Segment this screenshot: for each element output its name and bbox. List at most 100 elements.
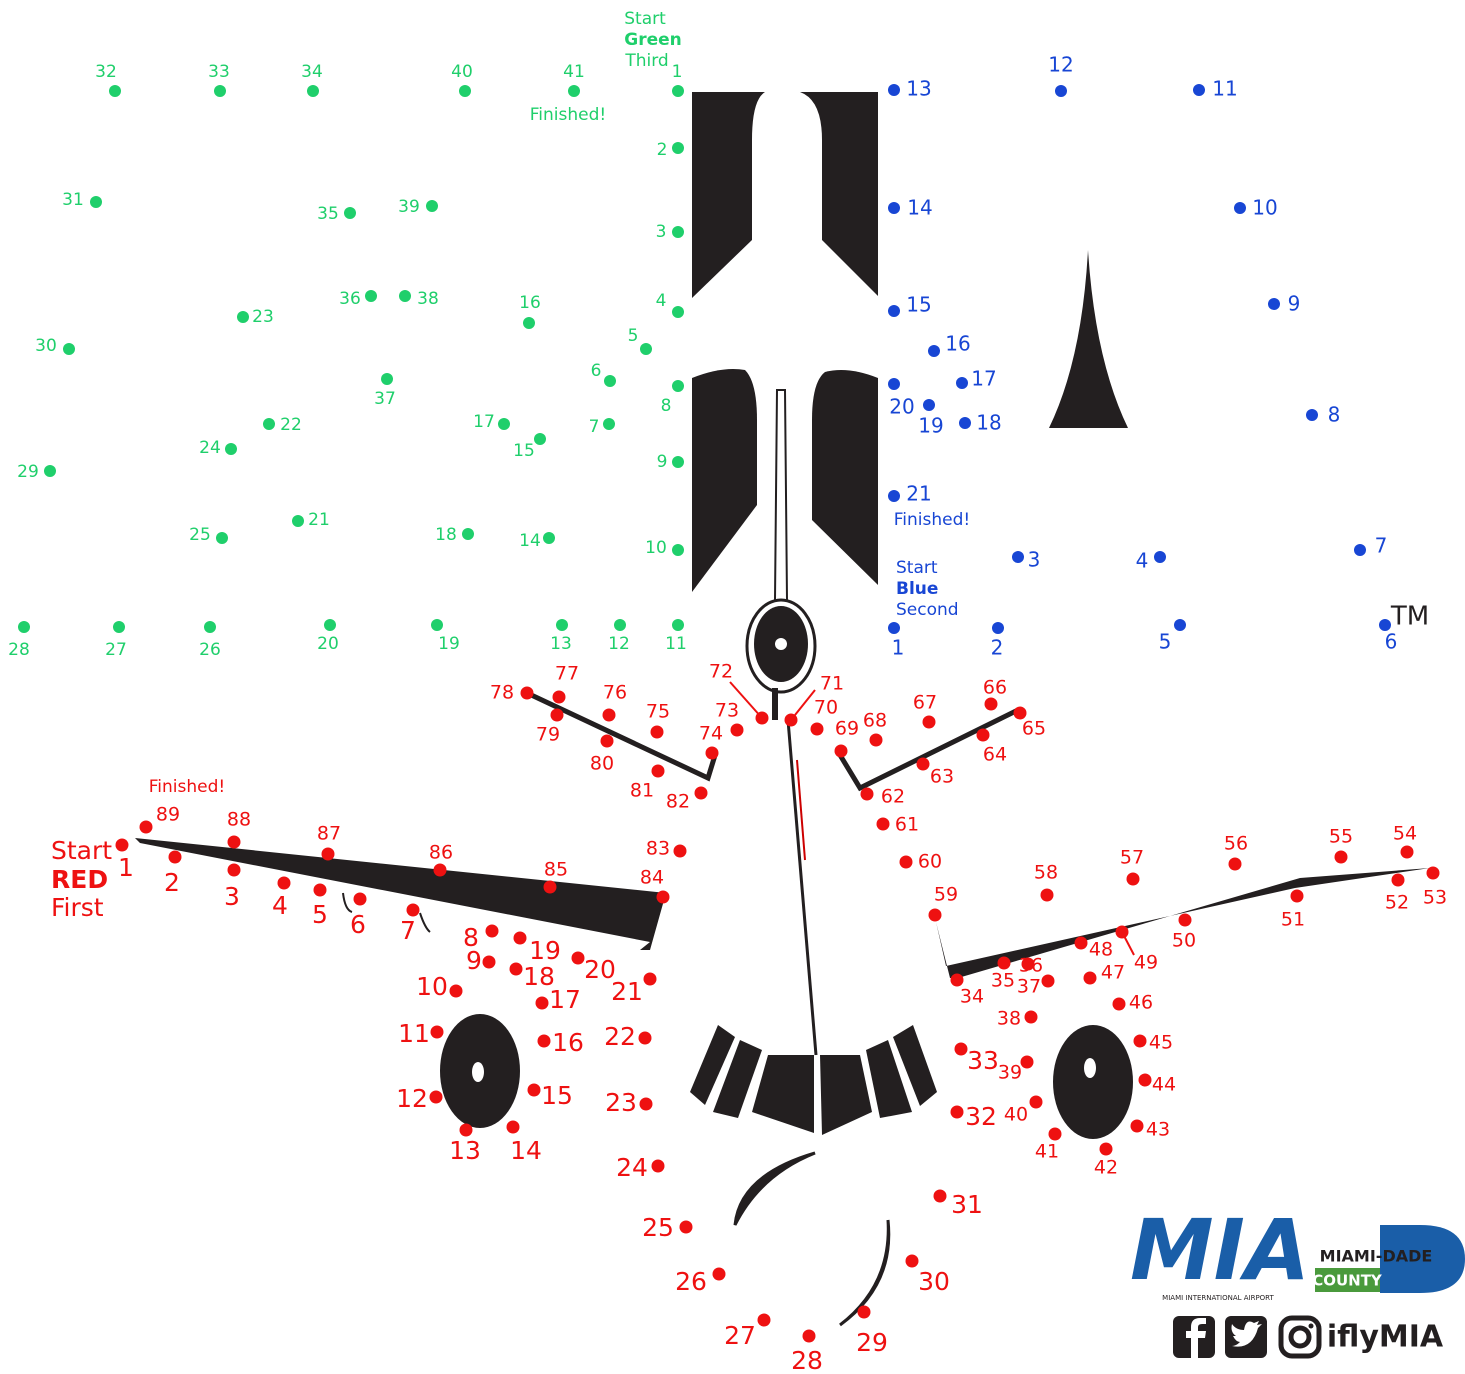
dot-number: 36	[339, 289, 361, 309]
dot	[869, 733, 883, 747]
dot-number: 20	[584, 955, 616, 984]
finished-label: Finished!	[530, 105, 606, 125]
dot-number: 19	[438, 634, 460, 654]
dot	[520, 686, 534, 700]
dot-number: 39	[998, 1062, 1022, 1084]
dot	[1040, 888, 1054, 902]
dot	[90, 196, 102, 208]
dot-number: 34	[301, 62, 323, 82]
dot	[550, 708, 564, 722]
dot	[506, 1120, 520, 1134]
dot	[1391, 873, 1405, 887]
dot	[1021, 957, 1035, 971]
social-bar: iflyMIA	[1173, 1315, 1444, 1359]
dot	[672, 456, 684, 468]
dot-number: 10	[1252, 196, 1277, 220]
dot	[643, 972, 657, 986]
dot-number: 26	[675, 1267, 707, 1296]
dot-number: 26	[199, 640, 221, 660]
dot-number: 46	[1129, 992, 1153, 1014]
dot-number: 61	[895, 814, 919, 836]
dot-number: 86	[429, 842, 453, 864]
dot-number: 34	[960, 986, 984, 1008]
dot	[44, 465, 56, 477]
dot	[888, 490, 900, 502]
dot-number: 75	[646, 701, 670, 723]
dot-number: 4	[272, 891, 288, 920]
order-label: First	[51, 893, 104, 922]
dot	[1055, 85, 1067, 97]
dot-number: 23	[252, 307, 274, 327]
dot-number: 6	[1385, 630, 1398, 654]
dot-number: 21	[906, 482, 931, 506]
dot	[459, 85, 471, 97]
dot	[1024, 1010, 1038, 1024]
dot	[537, 1034, 551, 1048]
dot	[1074, 936, 1088, 950]
dot	[614, 619, 626, 631]
dot	[462, 528, 474, 540]
dot-number: 30	[918, 1267, 950, 1296]
dot	[755, 711, 769, 725]
dot	[950, 973, 964, 987]
dot-number: 66	[983, 677, 1007, 699]
dot	[888, 202, 900, 214]
dot-number: 5	[628, 326, 639, 346]
dot-number: 18	[976, 411, 1001, 435]
dot-number: 29	[17, 462, 39, 482]
dot-number: 8	[1328, 403, 1341, 427]
trademark: TM	[1390, 602, 1429, 632]
dot-number: 2	[164, 868, 180, 897]
dot	[1154, 551, 1166, 563]
dot-number: 88	[227, 809, 251, 831]
dot-number: 15	[513, 441, 535, 461]
logo-name: MIA	[1130, 1201, 1310, 1299]
dot-number: 5	[312, 900, 328, 929]
dot-number: 33	[967, 1046, 999, 1075]
dot-number: 70	[814, 697, 838, 719]
start-label: Start	[624, 9, 666, 29]
dot	[997, 956, 1011, 970]
instagram-icon[interactable]	[1278, 1315, 1322, 1359]
dot	[216, 532, 228, 544]
dot	[527, 1083, 541, 1097]
social-handle[interactable]: iflyMIA	[1327, 1320, 1444, 1355]
dot-number: 54	[1393, 823, 1417, 845]
dot-number: 25	[189, 525, 211, 545]
dot	[672, 619, 684, 631]
dot	[672, 306, 684, 318]
dot	[535, 996, 549, 1010]
dot	[543, 880, 557, 894]
dot	[1174, 619, 1186, 631]
dot	[656, 890, 670, 904]
dot	[956, 377, 968, 389]
dot	[1029, 1095, 1043, 1109]
dot-number: 1	[672, 62, 683, 82]
dot-number: 2	[657, 140, 668, 160]
dot-number: 20	[889, 395, 914, 419]
dot-number: 9	[1288, 292, 1301, 316]
dot-number: 6	[350, 910, 366, 939]
dot	[1193, 84, 1205, 96]
dot	[513, 931, 527, 945]
dot	[399, 290, 411, 302]
dot-number: 20	[317, 634, 339, 654]
dot-number: 1	[892, 636, 905, 660]
dot	[905, 1254, 919, 1268]
dot	[603, 418, 615, 430]
dot-number: 16	[519, 293, 541, 313]
dot	[571, 951, 585, 965]
start-label: Start	[896, 558, 938, 578]
order-label: Second	[896, 600, 959, 620]
dot-number: 17	[971, 367, 996, 391]
dot	[313, 883, 327, 897]
dot	[984, 697, 998, 711]
color-label: RED	[51, 865, 108, 894]
dot-number: 69	[835, 718, 859, 740]
dot-number: 2	[991, 636, 1004, 660]
dot	[321, 847, 335, 861]
finished-label: Finished!	[149, 777, 225, 797]
dot-number: 4	[656, 291, 667, 311]
dot-number: 74	[699, 723, 723, 745]
dot-number: 19	[529, 936, 561, 965]
